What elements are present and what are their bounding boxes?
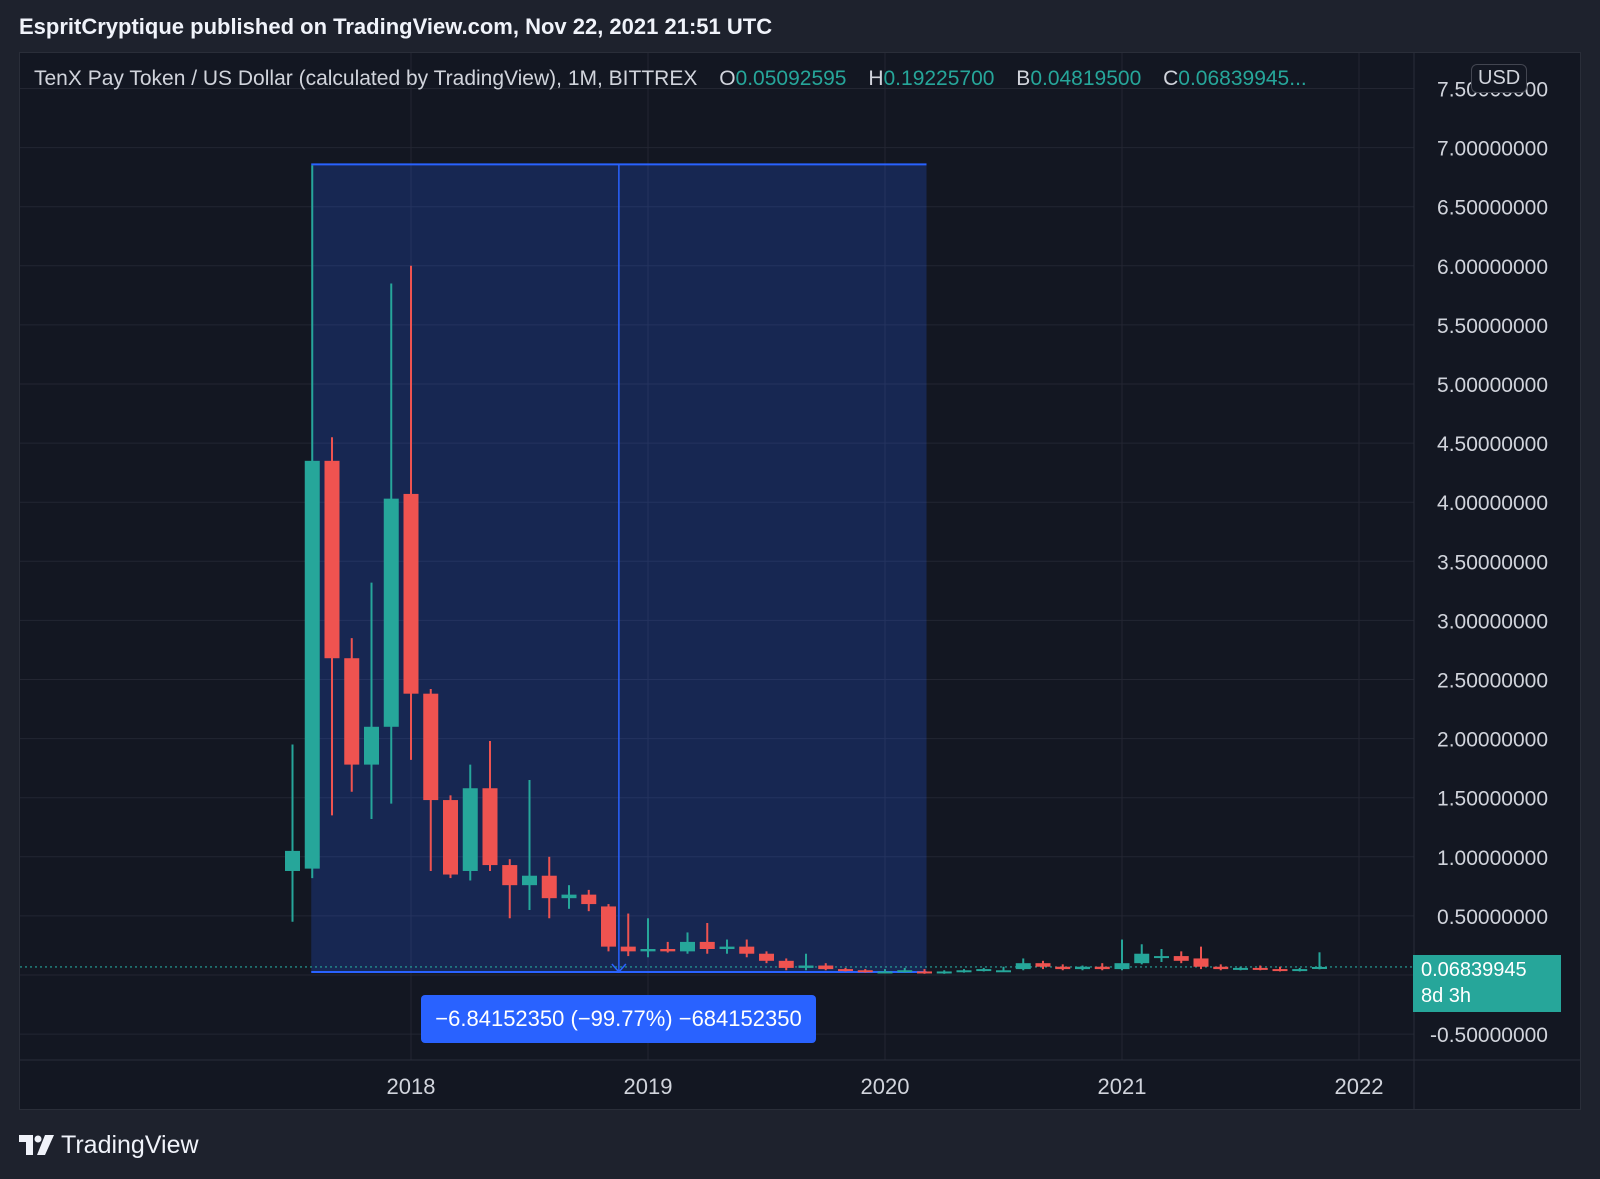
candle-body: [1154, 956, 1169, 959]
candle-body: [1055, 966, 1071, 970]
candle-body: [620, 946, 636, 952]
candle-body: [818, 965, 834, 970]
candle-body: [778, 960, 794, 968]
candle-body: [680, 941, 695, 952]
y-tick-label: 6.50000000: [1437, 197, 1548, 220]
y-tick-label: 4.50000000: [1437, 433, 1548, 456]
candle-body: [482, 788, 498, 866]
candle-body: [1114, 963, 1130, 970]
y-tick-label: 1.00000000: [1437, 847, 1548, 870]
symbol-title: TenX Pay Token / US Dollar (calculated b…: [34, 67, 698, 90]
open-key: O: [719, 67, 736, 90]
candle-body: [1134, 953, 1150, 964]
y-tick-label: 5.00000000: [1437, 374, 1548, 397]
measure-arrow-head: [611, 963, 627, 974]
measure-label: −6.84152350 (−99.77%) −684152350: [421, 995, 816, 1043]
candle-body: [956, 970, 972, 973]
candle-body: [502, 865, 518, 886]
candle-body: [541, 875, 557, 899]
y-tick-label: 6.00000000: [1437, 256, 1548, 279]
high-value: 0.19225700: [883, 67, 995, 90]
candle-body: [1094, 966, 1110, 970]
candle-body: [443, 800, 458, 875]
close-value: 0.06839945...: [1178, 67, 1307, 90]
candle-body: [996, 970, 1011, 973]
candle-body: [1252, 967, 1268, 970]
candle-body: [1292, 969, 1308, 972]
low-value: 0.04819500: [1030, 67, 1142, 90]
candle-body: [304, 460, 320, 869]
close-key: C: [1163, 67, 1179, 90]
candle-body: [403, 493, 419, 694]
candle-body: [1272, 969, 1288, 972]
candle-body: [877, 971, 893, 974]
high-key: H: [868, 67, 884, 90]
symbol-legend: TenX Pay Token / US Dollar (calculated b…: [34, 67, 1307, 91]
candle-body: [719, 946, 735, 949]
candle-body: [640, 948, 656, 952]
publisher-header: EspritCryptique published on TradingView…: [19, 14, 773, 39]
candle-body: [1173, 956, 1189, 961]
candle-body: [917, 971, 932, 974]
x-tick-label: 2020: [861, 1074, 910, 1099]
candle-body: [897, 970, 913, 973]
candle-body: [1015, 963, 1031, 970]
y-tick-label: 4.00000000: [1437, 492, 1548, 515]
candle-body: [759, 953, 774, 961]
candle-body: [324, 460, 340, 659]
candle-body: [857, 970, 873, 973]
candle-body: [838, 969, 853, 972]
candle-body: [976, 969, 992, 972]
chart-frame[interactable]: [19, 52, 1581, 1110]
candle-body: [660, 948, 676, 952]
candle-body: [581, 894, 597, 905]
y-tick-label: 7.00000000: [1437, 138, 1548, 161]
low-key: B: [1016, 67, 1031, 90]
footer-brand: TradingView: [61, 1131, 199, 1159]
bar-countdown: 8d 3h: [1421, 985, 1472, 1007]
open-value: 0.05092595: [735, 67, 847, 90]
candle-body: [1312, 966, 1327, 969]
last-price-label: 0.06839945 8d 3h: [1413, 955, 1561, 1012]
candle-body: [462, 788, 478, 871]
candle-body: [1233, 967, 1248, 970]
candle-body: [1035, 963, 1051, 967]
tradingview-logo[interactable]: TradingView: [19, 1131, 199, 1160]
candle-body: [423, 693, 439, 801]
candle-body: [798, 965, 814, 968]
candle-body: [1075, 966, 1090, 970]
y-tick-label: 1.50000000: [1437, 788, 1548, 811]
candle-body: [561, 894, 577, 899]
tradingview-logo-icon: [19, 1134, 54, 1155]
x-tick-label: 2021: [1098, 1074, 1147, 1099]
candle-body: [936, 971, 952, 974]
candle-body: [739, 946, 755, 954]
candle-body: [1193, 958, 1209, 967]
y-tick-label: 0.50000000: [1437, 906, 1548, 929]
x-tick-label: 2022: [1335, 1074, 1384, 1099]
x-tick-label: 2018: [387, 1074, 436, 1099]
candle-body: [364, 726, 379, 765]
y-tick-label: 2.00000000: [1437, 729, 1548, 752]
candle-body: [285, 850, 300, 871]
candle-body: [699, 941, 715, 949]
currency-badge[interactable]: USD: [1471, 64, 1528, 93]
y-tick-label: 3.50000000: [1437, 551, 1548, 574]
candle-body: [601, 906, 616, 947]
candle-body: [1213, 966, 1229, 970]
last-price-value: 0.06839945: [1421, 959, 1527, 981]
candle-body: [522, 875, 537, 886]
candle-body: [344, 658, 360, 765]
x-tick-label: 2019: [624, 1074, 673, 1099]
y-tick-label: -0.50000000: [1430, 1024, 1548, 1047]
y-tick-label: 3.00000000: [1437, 610, 1548, 633]
candle-body: [383, 498, 399, 727]
y-tick-label: 2.50000000: [1437, 670, 1548, 693]
y-tick-label: 5.50000000: [1437, 315, 1548, 338]
